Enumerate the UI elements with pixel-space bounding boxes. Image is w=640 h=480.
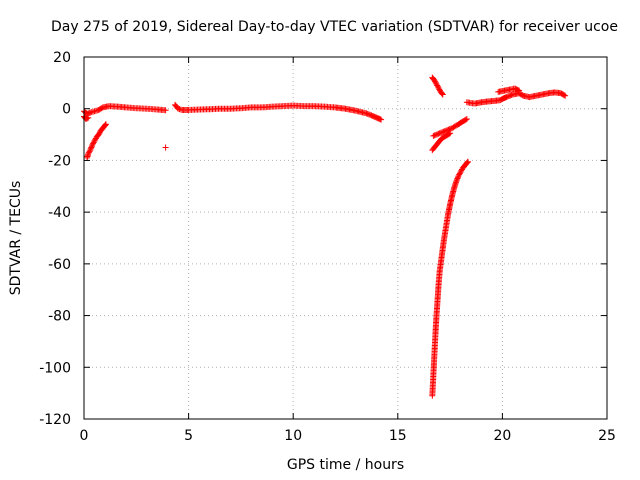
data-point (507, 92, 514, 99)
y-axis-label: SDTVAR / TECUs (8, 180, 24, 296)
data-point (92, 136, 99, 143)
data-point (437, 129, 444, 136)
data-point (447, 125, 454, 132)
data-point (431, 77, 438, 84)
data-point (434, 82, 441, 89)
grid-lines (84, 57, 607, 419)
data-point (447, 130, 454, 137)
data-point (516, 87, 523, 94)
data-point (442, 127, 449, 134)
y-tick-label: -60 (48, 257, 71, 273)
data-point (86, 148, 93, 155)
axis-ticks: 0 5 10 15 20 25 -120 -100 -80 -60 -40 -20 0 20 (39, 50, 616, 444)
plot-frame (83, 56, 608, 420)
data-point (462, 116, 469, 123)
data-point (365, 111, 372, 118)
data-point (458, 167, 465, 174)
data-point (95, 131, 102, 138)
x-tick-label: 5 (184, 428, 193, 444)
data-point (508, 92, 515, 99)
data-point (432, 79, 439, 86)
data-point (503, 94, 510, 101)
x-tick-label: 15 (389, 428, 407, 444)
data-point (85, 150, 92, 157)
data-point (464, 159, 471, 166)
x-tick-label: 0 (80, 428, 89, 444)
data-point (444, 127, 451, 134)
data-point (91, 138, 98, 145)
y-tick-label: 0 (62, 102, 71, 118)
x-axis-label: GPS time / hours (286, 457, 405, 473)
data-point (434, 83, 441, 90)
data-point (101, 122, 108, 129)
data-point (454, 175, 461, 182)
data-point (85, 149, 92, 156)
data-point (364, 110, 371, 117)
data-point (88, 143, 95, 150)
y-tick-label: -80 (48, 309, 71, 325)
data-point (90, 140, 97, 147)
data-point (457, 169, 464, 176)
data-point (431, 132, 438, 139)
data-point (504, 93, 511, 100)
data-point (434, 131, 441, 138)
data-point (436, 130, 443, 137)
data-point (561, 92, 568, 99)
data-point (102, 121, 109, 128)
data-point (378, 116, 385, 123)
x-tick-label: 20 (493, 428, 511, 444)
data-point (562, 92, 569, 99)
data-point (430, 132, 437, 139)
x-tick-label: 10 (284, 428, 302, 444)
data-point (367, 111, 374, 118)
data-point (453, 178, 460, 185)
data-point (90, 139, 97, 146)
data-point (436, 86, 443, 93)
data-point (441, 128, 448, 135)
data-point (455, 172, 462, 179)
data-point (433, 81, 440, 88)
data-point (435, 130, 442, 137)
data-point (363, 110, 370, 117)
data-point (506, 93, 513, 100)
data-point (162, 144, 169, 151)
data-point (88, 144, 95, 151)
data-point (96, 130, 103, 137)
data-point (456, 171, 463, 178)
y-tick-label: -20 (48, 153, 71, 169)
data-point (463, 160, 470, 167)
data-point (89, 141, 96, 148)
x-tick-label: 25 (598, 428, 616, 444)
data-point (463, 116, 470, 123)
data-point (446, 130, 453, 137)
data-point (162, 107, 169, 114)
data-points (81, 74, 569, 399)
y-tick-label: 20 (53, 50, 71, 66)
data-point (439, 90, 446, 97)
data-point (85, 114, 92, 121)
chart-title: Day 275 of 2019, Sidereal Day-to-day VTE… (51, 19, 618, 35)
data-point (439, 129, 446, 136)
data-point (435, 85, 442, 92)
data-point (84, 115, 91, 122)
data-point (432, 78, 439, 85)
data-point (454, 174, 461, 181)
y-tick-label: -40 (48, 205, 71, 221)
y-tick-label: -120 (39, 412, 71, 428)
data-point (102, 121, 109, 128)
data-point (440, 128, 447, 135)
data-point (464, 158, 471, 165)
data-point (453, 176, 460, 183)
data-point (87, 147, 94, 154)
data-point (87, 145, 94, 152)
data-point (515, 87, 522, 94)
data-point (456, 170, 463, 177)
data-point (439, 91, 446, 98)
y-tick-label: -100 (39, 360, 71, 376)
data-point (432, 131, 439, 138)
